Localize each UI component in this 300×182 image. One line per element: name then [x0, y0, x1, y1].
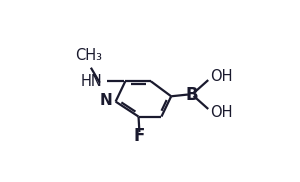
Text: OH: OH: [210, 69, 233, 84]
Text: F: F: [134, 127, 145, 145]
Text: CH₃: CH₃: [75, 48, 102, 63]
Text: HN: HN: [81, 74, 102, 89]
Text: OH: OH: [210, 105, 233, 120]
Text: B: B: [185, 86, 198, 104]
Text: N: N: [99, 93, 112, 108]
